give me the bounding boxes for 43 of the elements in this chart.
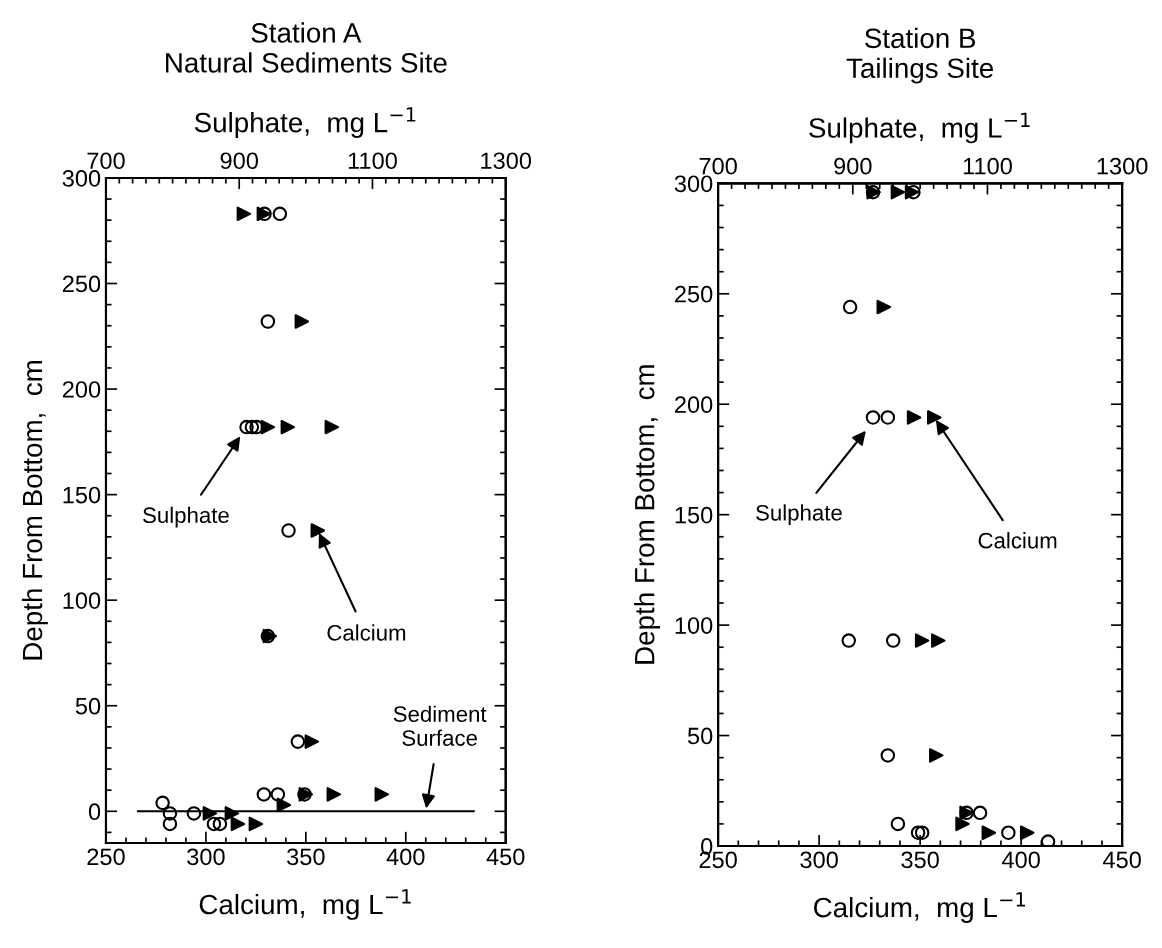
- y-tick-label: 250: [62, 275, 101, 293]
- y-axis-title: Depth From Bottom, cm: [21, 361, 48, 660]
- x2-tick-label: 1300: [481, 152, 532, 170]
- x2-tick-label: 700: [699, 157, 737, 175]
- x2-tick-label: 1100: [963, 157, 1012, 175]
- x2-axis-title: Sulphate, mg L$^{−1}$: [194, 107, 416, 138]
- y-tick-label: 200: [675, 396, 713, 414]
- x-tick-label: 250: [87, 848, 125, 866]
- y-tick-label: 200: [62, 381, 101, 398]
- y-tick-label: 50: [75, 697, 101, 715]
- x-tick-label: 350: [287, 848, 325, 866]
- chart-title: Station A Natural Sediments Site: [166, 22, 447, 73]
- annotation: Sulphate: [756, 504, 842, 526]
- y-tick-label: 300: [62, 170, 101, 187]
- x-tick-label: 350: [901, 851, 939, 869]
- annotation: Sediment Surface: [393, 705, 487, 746]
- x2-axis-title: Sulphate, mg L$^{−1}$: [809, 112, 1030, 144]
- annotation: Calcium: [327, 624, 406, 641]
- y-tick-label: 50: [687, 727, 713, 745]
- y-tick-label: 150: [63, 486, 101, 504]
- x2-tick-label: 700: [87, 152, 125, 170]
- x-axis-title: Calcium, mg L$^{−1}$: [199, 889, 411, 920]
- x2-tick-label: 1300: [1097, 157, 1148, 175]
- x-tick-label: 450: [1102, 851, 1141, 869]
- y-tick-label: 100: [63, 592, 101, 609]
- chart-title: Station B Tailings Site: [846, 27, 993, 84]
- x-tick-label: 400: [386, 848, 425, 866]
- x2-tick-label: 900: [834, 157, 872, 175]
- x2-tick-label: 1100: [348, 152, 397, 170]
- y-tick-label: 100: [675, 617, 713, 634]
- x-tick-label: 450: [486, 848, 525, 866]
- x-axis-title: Calcium, mg L$^{−1}$: [814, 892, 1025, 923]
- y-tick-label: 0: [88, 803, 101, 821]
- x-tick-label: 300: [187, 848, 225, 866]
- x-tick-label: 400: [1001, 851, 1040, 869]
- x2-tick-label: 900: [220, 152, 258, 170]
- x-tick-label: 300: [800, 851, 838, 869]
- y-tick-label: 150: [675, 506, 713, 524]
- y-tick-label: 250: [675, 285, 713, 303]
- annotation: Calcium: [978, 532, 1057, 549]
- y-axis-title: Depth From Bottom, cm: [634, 365, 660, 664]
- y-tick-label: 300: [674, 175, 713, 193]
- annotation: Sulphate: [143, 506, 229, 528]
